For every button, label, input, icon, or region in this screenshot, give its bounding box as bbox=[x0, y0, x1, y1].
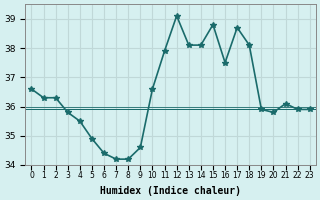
X-axis label: Humidex (Indice chaleur): Humidex (Indice chaleur) bbox=[100, 186, 241, 196]
